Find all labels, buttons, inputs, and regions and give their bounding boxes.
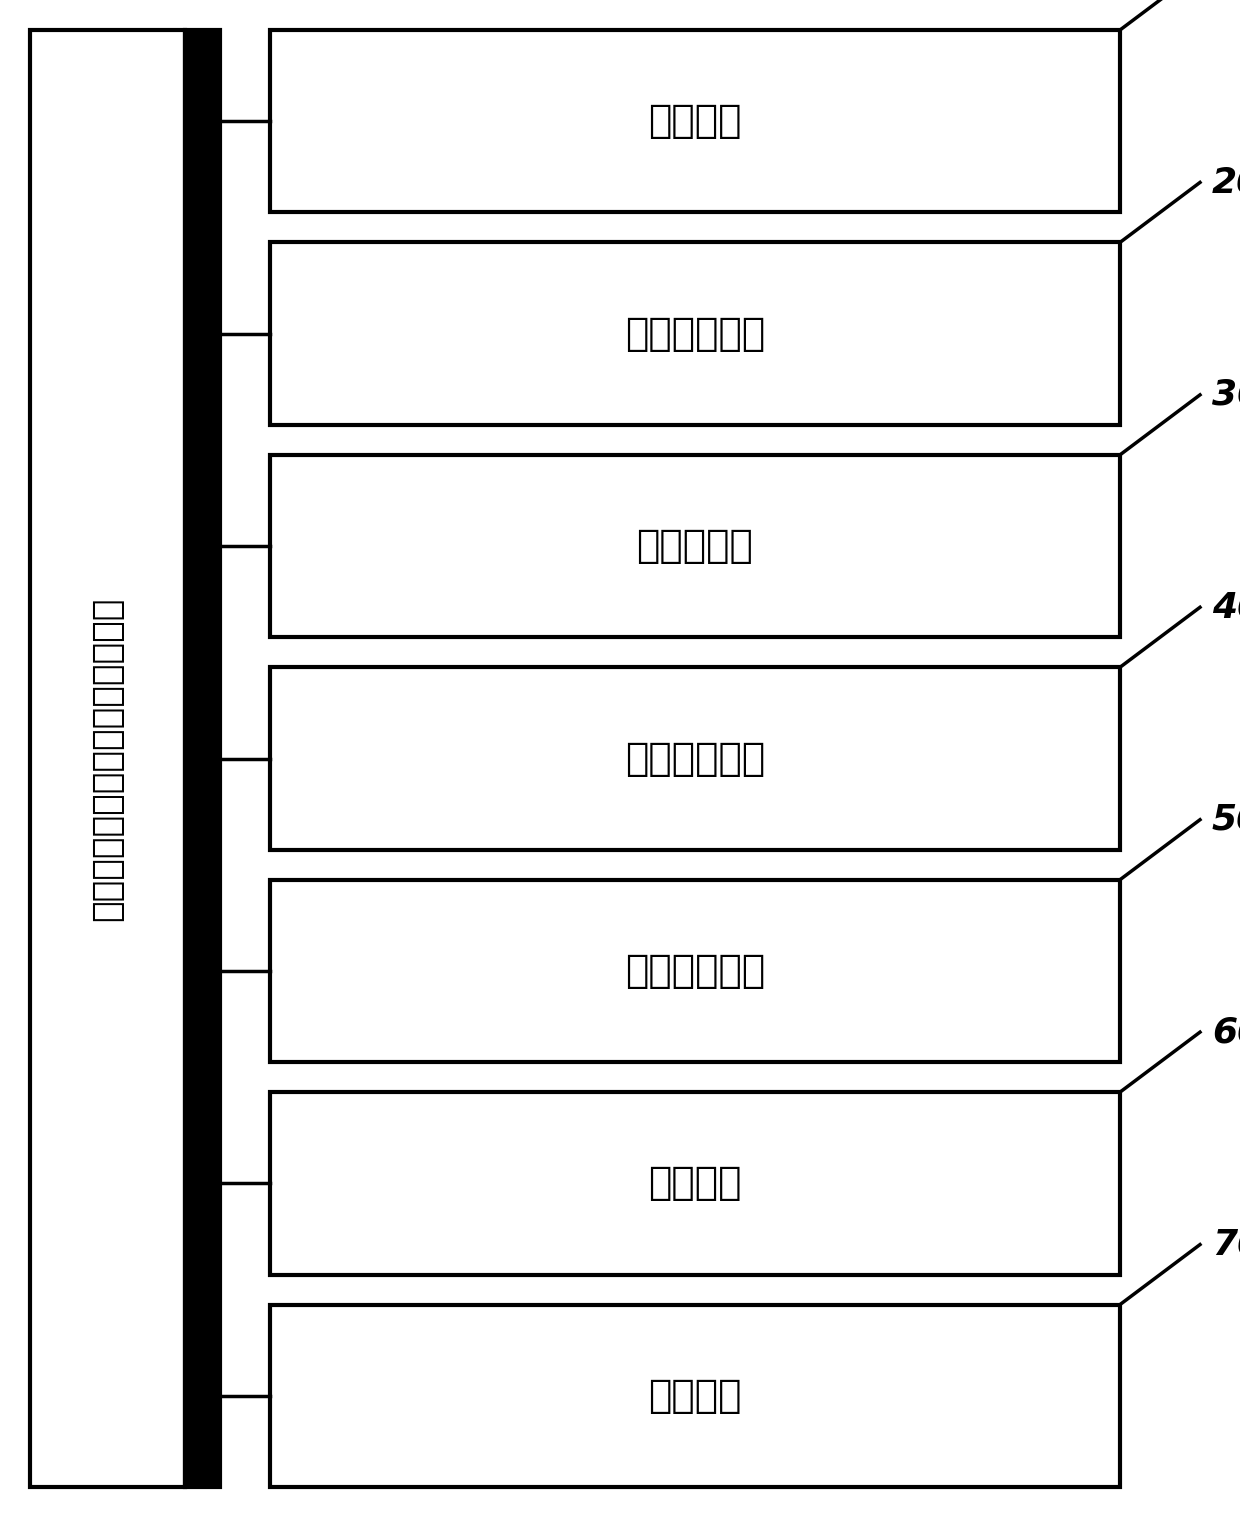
Bar	[270, 880, 1120, 1062]
Text: 30: 30	[1211, 378, 1240, 411]
Text: 移动基体: 移动基体	[649, 102, 742, 140]
Bar	[270, 1092, 1120, 1274]
Bar	[270, 30, 1120, 212]
Text: 70: 70	[1211, 1227, 1240, 1262]
Bar	[185, 30, 219, 1487]
Text: 60: 60	[1211, 1015, 1240, 1050]
Text: 50: 50	[1211, 802, 1240, 837]
Text: 电池组件: 电池组件	[649, 1377, 742, 1415]
Bar	[270, 667, 1120, 850]
Text: 20: 20	[1211, 165, 1240, 199]
Text: 控制组件: 控制组件	[649, 1165, 742, 1203]
Text: 视觉采集组件: 视觉采集组件	[625, 953, 765, 991]
Bar	[270, 243, 1120, 425]
Bar	[270, 455, 1120, 637]
Bar	[270, 1305, 1120, 1487]
Text: 激光刀具组件: 激光刀具组件	[625, 739, 765, 778]
Bar	[30, 30, 185, 1487]
Text: 基于激光烧蚀的顶端优势去除装置: 基于激光烧蚀的顶端优势去除装置	[91, 596, 124, 921]
Text: 40: 40	[1211, 590, 1240, 625]
Text: 激光器组件: 激光器组件	[636, 526, 754, 564]
Text: 机械传动组件: 机械传动组件	[625, 314, 765, 352]
